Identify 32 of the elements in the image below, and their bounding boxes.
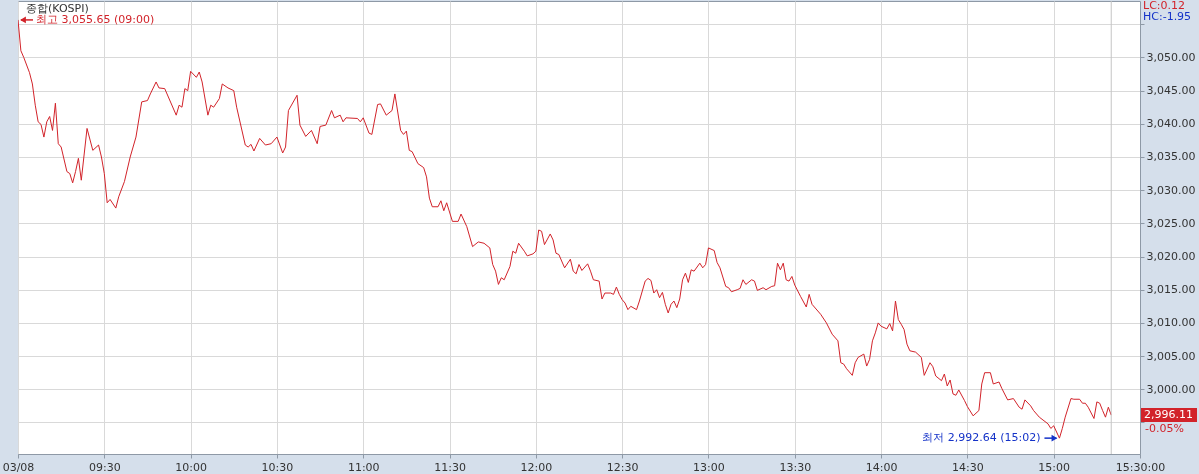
x-tick-label: 14:30 <box>952 460 984 474</box>
y-tick-label: 3,000.00 <box>1146 382 1196 396</box>
y-tick-label: 3,025.00 <box>1146 216 1196 230</box>
y-tick-label: 3,005.00 <box>1146 349 1196 363</box>
y-tick-label: 3,015.00 <box>1146 283 1196 297</box>
x-tick-label: 11:00 <box>347 460 380 474</box>
annotation: 2,996.11 <box>1144 408 1193 422</box>
y-tick-label: 3,030.00 <box>1146 183 1196 197</box>
x-tick-label: 14:00 <box>865 460 898 474</box>
text: HC:-1.95 <box>1143 10 1192 23</box>
y-tick-label: 3,050.00 <box>1146 50 1196 64</box>
x-tick-label: 13:00 <box>693 460 725 474</box>
x-tick-label: 10:30 <box>261 460 294 474</box>
annotation: 최고 3,055.65 (09:00) <box>36 12 155 26</box>
text: LC:0.12 <box>1143 0 1186 12</box>
x-tick-label: 09:30 <box>88 460 121 474</box>
text: -0.05% <box>1145 422 1184 436</box>
y-tick-label: 3,010.00 <box>1146 316 1196 330</box>
x-tick-label: 12:00 <box>520 460 553 474</box>
x-tick-label: 13:30 <box>779 460 812 474</box>
x-tick-label: 03/08 <box>2 460 35 474</box>
x-tick-label: 10:00 <box>175 460 207 474</box>
chart-title: 종합(KOSPI) <box>26 2 89 15</box>
x-tick-label: 12:30 <box>606 460 639 474</box>
x-tick-label: 15:00 <box>1038 460 1071 474</box>
y-tick-label: 3,020.00 <box>1146 250 1196 264</box>
x-tick-label: 11:30 <box>434 460 466 474</box>
annotation: 최저 2,992.64 (15:02) <box>922 431 1041 445</box>
y-tick-label: 3,045.00 <box>1146 84 1196 98</box>
y-tick-label: 3,040.00 <box>1146 117 1196 131</box>
y-tick-label: 3,035.00 <box>1146 150 1196 164</box>
x-tick-label: 15:30:00 <box>1115 460 1166 474</box>
